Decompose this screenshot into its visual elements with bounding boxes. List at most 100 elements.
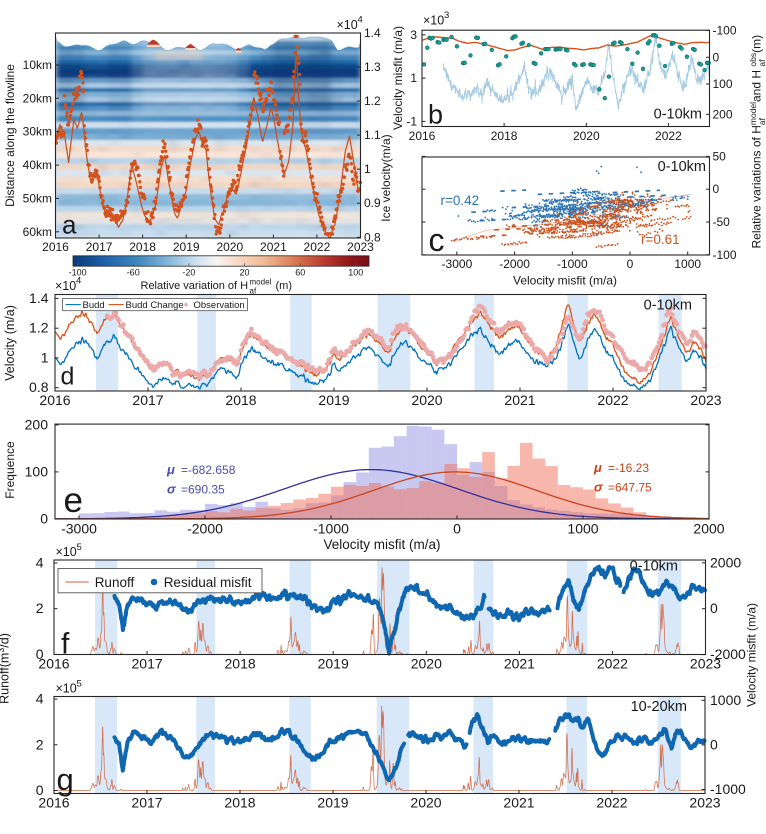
- svg-text:2: 2: [36, 736, 44, 752]
- svg-text:2018: 2018: [129, 240, 156, 254]
- svg-text:-100: -100: [69, 268, 87, 278]
- svg-text:100: 100: [25, 463, 49, 479]
- svg-text:Runoff(m: Runoff(m: [0, 653, 12, 704]
- svg-text:×10: ×10: [56, 682, 77, 696]
- svg-text:1.2: 1.2: [29, 320, 49, 336]
- svg-text:1.1: 1.1: [364, 128, 381, 142]
- svg-text:r=0.42: r=0.42: [441, 193, 480, 208]
- svg-text:0-10km: 0-10km: [644, 298, 692, 314]
- svg-text:-2000: -2000: [710, 646, 746, 662]
- svg-text:2018: 2018: [225, 392, 256, 408]
- svg-text:10km: 10km: [23, 58, 52, 72]
- svg-text:40km: 40km: [23, 158, 52, 172]
- svg-text:-3000: -3000: [442, 257, 473, 271]
- svg-text:=647.75: =647.75: [608, 481, 652, 495]
- svg-text:1: 1: [41, 349, 49, 365]
- svg-text:0.8: 0.8: [364, 230, 381, 244]
- svg-text:2000: 2000: [693, 521, 724, 537]
- svg-text:0.9: 0.9: [364, 196, 381, 210]
- svg-text:4: 4: [36, 691, 44, 707]
- svg-text:1.4: 1.4: [29, 290, 49, 306]
- svg-text:60: 60: [295, 268, 305, 278]
- svg-text:0: 0: [40, 510, 48, 526]
- svg-text:(m): (m): [750, 35, 764, 53]
- svg-text:2020: 2020: [573, 129, 600, 143]
- svg-text:2019: 2019: [173, 240, 200, 254]
- svg-text:2020: 2020: [411, 392, 442, 408]
- svg-text:σ: σ: [594, 480, 604, 495]
- svg-text:Velocity misfit (m/a): Velocity misfit (m/a): [745, 603, 759, 707]
- svg-text:Ice velocity(m/a): Ice velocity(m/a): [379, 134, 393, 221]
- svg-text:1.3: 1.3: [364, 60, 381, 74]
- svg-text:2018: 2018: [224, 795, 255, 811]
- svg-text:f: f: [61, 628, 70, 661]
- svg-text:2018: 2018: [491, 129, 518, 143]
- svg-text:2017: 2017: [132, 392, 163, 408]
- svg-text:100: 100: [713, 77, 733, 91]
- svg-text:1.2: 1.2: [364, 94, 381, 108]
- svg-text:Velocity misfit (m/a): Velocity misfit (m/a): [513, 274, 617, 288]
- svg-text:model: model: [748, 102, 758, 125]
- svg-text:2021: 2021: [504, 392, 535, 408]
- svg-text:2016: 2016: [38, 656, 69, 672]
- svg-text:3: 3: [410, 28, 417, 42]
- svg-text:2023: 2023: [690, 656, 721, 672]
- svg-text:×10: ×10: [55, 279, 76, 293]
- svg-text:2022: 2022: [596, 795, 627, 811]
- svg-text:2016: 2016: [38, 795, 69, 811]
- svg-text:af: af: [757, 59, 766, 67]
- svg-text:0: 0: [710, 600, 718, 616]
- svg-text:obs: obs: [748, 53, 758, 67]
- svg-text:-2000: -2000: [499, 257, 530, 271]
- svg-text:-1000: -1000: [313, 521, 349, 537]
- svg-text:af: af: [757, 117, 766, 125]
- svg-text:2017: 2017: [131, 795, 162, 811]
- svg-text:Relative variations of H: Relative variations of H: [750, 125, 764, 248]
- svg-text:50: 50: [713, 149, 727, 163]
- svg-text:2020: 2020: [410, 795, 441, 811]
- svg-text:0.8: 0.8: [29, 379, 49, 395]
- svg-text:1: 1: [410, 71, 417, 85]
- svg-text:2023: 2023: [690, 392, 721, 408]
- svg-text:μ: μ: [593, 460, 602, 475]
- svg-text:2020: 2020: [216, 240, 243, 254]
- svg-text:e: e: [64, 481, 83, 520]
- svg-text:200: 200: [25, 416, 49, 432]
- svg-text:-50: -50: [713, 215, 731, 229]
- svg-text:2016: 2016: [39, 392, 70, 408]
- svg-text:20: 20: [239, 268, 249, 278]
- svg-text:Velocity misfit (m/a): Velocity misfit (m/a): [391, 26, 405, 130]
- svg-text:Observation: Observation: [194, 300, 245, 311]
- svg-text:200: 200: [713, 107, 733, 121]
- svg-text:100: 100: [348, 268, 363, 278]
- svg-text:Budd Change: Budd Change: [126, 300, 184, 311]
- svg-text:2017: 2017: [132, 656, 163, 672]
- svg-text:2022: 2022: [597, 392, 628, 408]
- svg-text:0: 0: [713, 50, 720, 64]
- svg-text:0-10km: 0-10km: [658, 159, 706, 175]
- svg-text:2018: 2018: [225, 656, 256, 672]
- svg-text:1.4: 1.4: [364, 26, 381, 40]
- svg-text:2021: 2021: [260, 240, 287, 254]
- svg-text:60km: 60km: [23, 225, 52, 239]
- svg-text:2023: 2023: [689, 795, 720, 811]
- svg-text:2021: 2021: [504, 656, 535, 672]
- svg-text:Distance along the flowline: Distance along the flowline: [3, 64, 17, 207]
- svg-text:2019: 2019: [318, 656, 349, 672]
- svg-text:2016: 2016: [409, 129, 436, 143]
- svg-text:g: g: [57, 762, 74, 797]
- svg-text:r=0.61: r=0.61: [641, 232, 680, 247]
- svg-text:=-16.23: =-16.23: [608, 461, 649, 475]
- svg-text:2022: 2022: [304, 240, 331, 254]
- svg-text:Residual misfit: Residual misfit: [164, 575, 252, 590]
- svg-text:/d): /d): [0, 633, 12, 648]
- svg-text:4: 4: [36, 555, 44, 571]
- svg-text:0: 0: [627, 257, 634, 271]
- svg-text:50km: 50km: [23, 191, 52, 205]
- svg-text:10-20km: 10-20km: [631, 699, 687, 715]
- svg-text:Velocity (m/a): Velocity (m/a): [3, 305, 17, 381]
- svg-text:2000: 2000: [710, 554, 741, 570]
- svg-text:5: 5: [77, 679, 82, 690]
- svg-text:×10: ×10: [337, 18, 358, 32]
- svg-text:30km: 30km: [23, 125, 52, 139]
